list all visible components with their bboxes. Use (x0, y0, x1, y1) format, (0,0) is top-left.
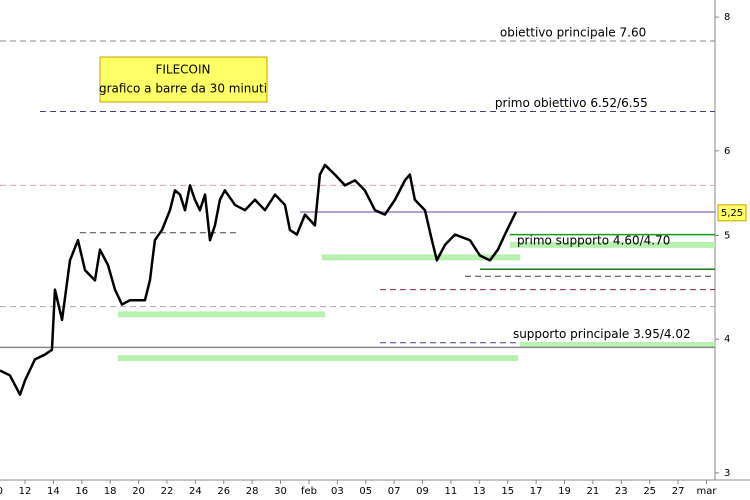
y-tick-label: 4 (724, 334, 730, 345)
x-tick-label: 12 (19, 486, 32, 497)
annotation: obiettivo principale 7.60 (500, 26, 646, 40)
x-tick-label: 09 (416, 486, 429, 497)
x-tick-label: 13 (473, 486, 486, 497)
y-tick-label: 3 (724, 468, 730, 479)
x-tick-label: 16 (75, 486, 88, 497)
last-price-box (717, 204, 747, 222)
x-tick-label: 05 (359, 486, 372, 497)
x-tick-label: 15 (501, 486, 514, 497)
x-tick-label: mar (696, 486, 717, 497)
x-tick-label: 21 (587, 486, 600, 497)
x-tick-label: 22 (161, 486, 174, 497)
x-tick-label: 19 (558, 486, 571, 497)
x-tick-label: 27 (672, 486, 685, 497)
y-tick-label: 5 (724, 231, 730, 242)
x-tick-label: 03 (331, 486, 344, 497)
x-tick-label: 26 (217, 486, 230, 497)
x-tick-label: 28 (246, 486, 259, 497)
x-tick-label: 10 (0, 486, 3, 497)
x-tick-label: 18 (104, 486, 117, 497)
x-tick-label: 25 (643, 486, 656, 497)
x-tick-label: 30 (274, 486, 287, 497)
title-box (99, 56, 268, 103)
x-tick-label: 14 (47, 486, 60, 497)
annotation: primo supporto 4.60/4.70 (517, 234, 670, 248)
x-tick-label: 11 (445, 486, 458, 497)
x-tick-label: 24 (189, 486, 202, 497)
last-price-label: 5,25 (721, 208, 743, 219)
x-tick-label: 17 (530, 486, 543, 497)
x-tick-label: 20 (132, 486, 145, 497)
chart-subtitle: grafico a barre da 30 minuti (99, 82, 267, 96)
price-line (0, 163, 518, 396)
x-tick-label: 07 (388, 486, 401, 497)
x-tick-label: feb (301, 486, 317, 497)
y-tick-label: 6 (724, 146, 730, 157)
annotation: primo obiettivo 6.52/6.55 (495, 96, 648, 110)
y-tick-label: 8 (724, 12, 730, 23)
x-tick-label: 23 (615, 486, 628, 497)
annotation: supporto principale 3.95/4.02 (513, 327, 691, 341)
chart-title: FILECOIN (155, 63, 210, 77)
